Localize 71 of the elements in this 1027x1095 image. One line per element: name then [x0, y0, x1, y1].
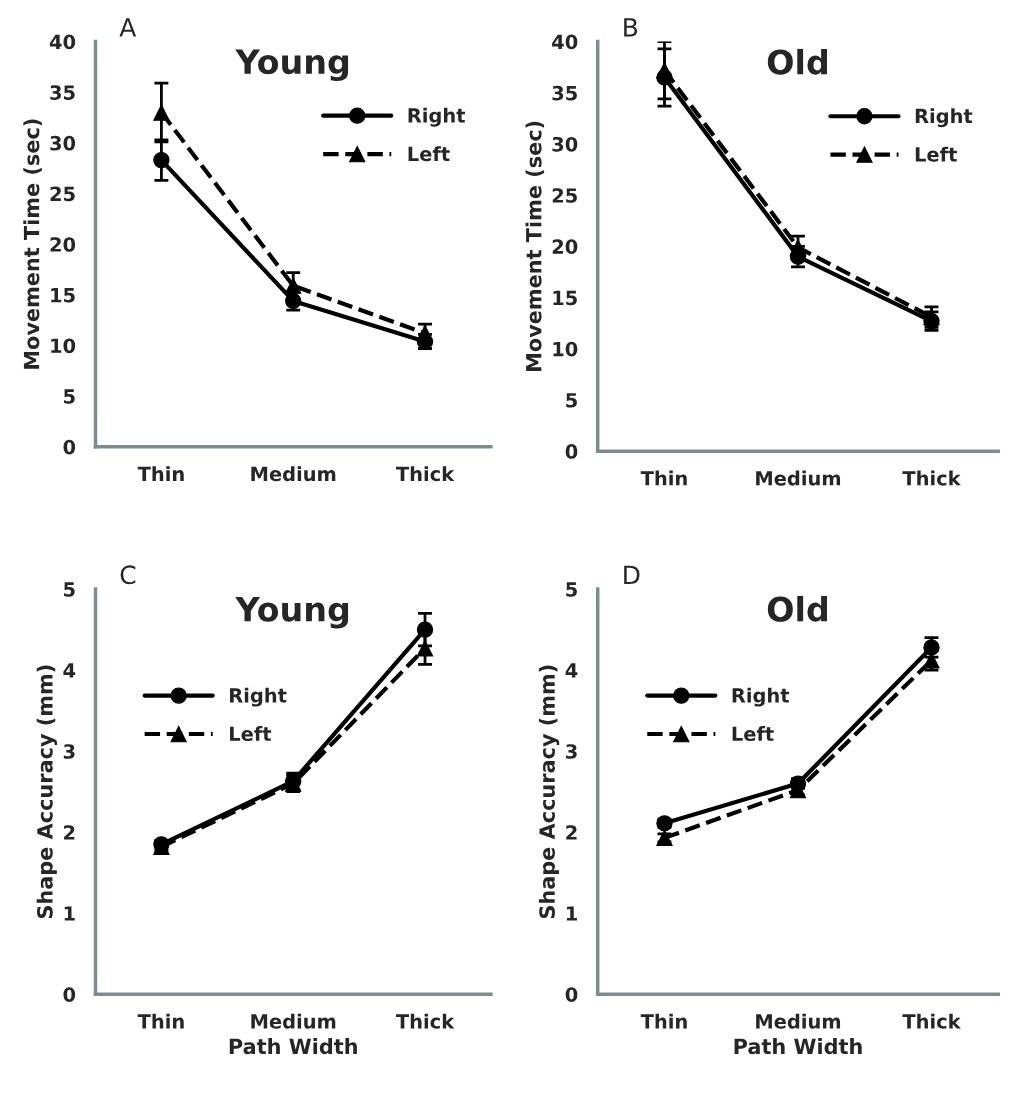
x-tick-label: Thin [640, 1013, 687, 1029]
x-tick-label: Thick [902, 1013, 961, 1029]
y-tick-label: 35 [50, 85, 75, 100]
chart-title: Young [235, 49, 349, 81]
y-tick-label: 10 [51, 338, 76, 354]
y-tick-label: 5 [566, 582, 577, 597]
chart-title: Young [235, 596, 349, 629]
x-axis-title: Path Width [229, 1038, 357, 1055]
y-axis-title: Movement Time (sec) [525, 121, 545, 371]
x-tick-label: Medium [756, 1013, 841, 1029]
legend-label: Right [915, 108, 973, 128]
y-tick-label: 30 [552, 136, 578, 152]
y-tick-label: 4 [63, 663, 76, 678]
y-tick-label: 1 [64, 906, 75, 921]
text: C [120, 565, 136, 585]
point [416, 621, 434, 638]
y-tick-label: 25 [552, 188, 577, 203]
y-tick-label: 1 [566, 906, 577, 921]
y-tick-label: 40 [49, 34, 76, 50]
y-tick-label: 2 [64, 825, 75, 840]
legend-label: Left [408, 146, 450, 162]
point [153, 104, 170, 121]
point [789, 239, 807, 256]
chart-title: Old [767, 48, 827, 75]
chart-title: Old [767, 595, 827, 622]
x-tick-label: Medium [251, 466, 336, 482]
y-tick-label: 0 [565, 444, 578, 459]
y-tick-label: 5 [64, 389, 75, 404]
y-tick-label: 5 [64, 582, 75, 597]
y-tick-label: 35 [552, 85, 577, 101]
y-axis-title: Shape Accuracy (mm) [36, 665, 57, 919]
x-tick-label: Thin [640, 470, 687, 486]
y-axis-title: Shape Accuracy (mm) [538, 665, 560, 919]
y-tick-label: 5 [566, 393, 577, 408]
y-tick-label: 15 [51, 288, 75, 303]
x-tick-label: Thick [395, 1013, 455, 1029]
x-tick-label: Medium [756, 470, 841, 486]
legend-label: Right [408, 107, 466, 127]
y-tick-label: 20 [552, 239, 578, 255]
y-tick-label: 0 [63, 987, 76, 1002]
y-tick-label: 40 [552, 34, 578, 50]
y-tick-label: 3 [566, 744, 577, 759]
x-axis-title: Path Width [734, 1038, 862, 1055]
y-tick-label: 20 [50, 237, 76, 252]
y-tick-label: 4 [565, 663, 578, 678]
point [153, 151, 170, 169]
text: A [119, 18, 137, 37]
y-tick-label: 25 [50, 186, 75, 202]
x-tick-label: Thick [395, 466, 455, 482]
legend-label: Right [732, 687, 790, 707]
x-tick-label: Thin [137, 466, 184, 481]
x-tick-label: Medium [251, 1013, 336, 1029]
y-tick-label: 30 [50, 135, 76, 151]
y-tick-label: 10 [553, 341, 578, 357]
text: B [624, 18, 638, 37]
text: D [624, 565, 640, 584]
x-tick-label: Thick [902, 470, 961, 486]
y-tick-label: 0 [63, 439, 76, 455]
legend-label: Left [230, 726, 272, 742]
legend-label: Right [230, 687, 287, 707]
x-tick-label: Thin [137, 1013, 184, 1029]
point [285, 277, 302, 294]
point [416, 640, 434, 657]
point [656, 62, 673, 79]
y-tick-label: 0 [565, 987, 578, 1002]
y-tick-label: 2 [566, 825, 577, 840]
y-axis-title: Movement Time (sec) [23, 119, 42, 369]
legend-label: Left [732, 726, 774, 742]
legend-label: Left [915, 146, 957, 162]
y-tick-label: 3 [63, 744, 75, 759]
y-tick-label: 15 [553, 290, 577, 306]
